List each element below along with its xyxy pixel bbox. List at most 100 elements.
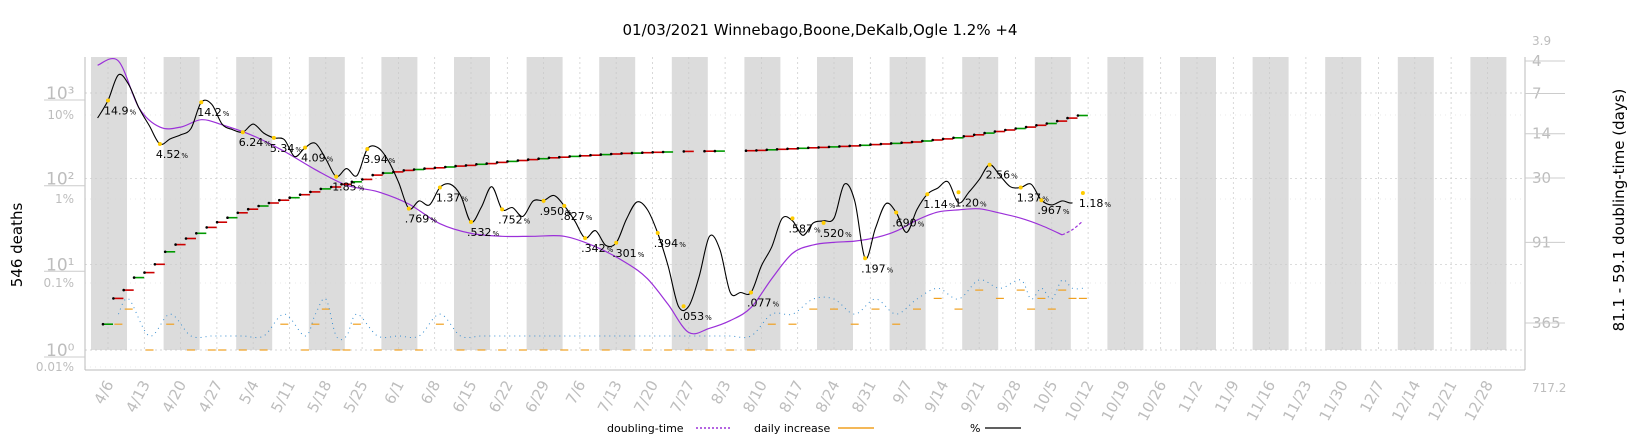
death-dot xyxy=(983,131,986,135)
percent-label: .827% xyxy=(560,210,593,223)
week-band xyxy=(671,57,708,350)
percent-point xyxy=(106,98,110,103)
percent-sign: % xyxy=(1042,196,1049,204)
week-band xyxy=(1107,57,1144,350)
percent-sign: % xyxy=(181,152,188,160)
x-tick-label: 6/15 xyxy=(449,377,481,415)
percent-point xyxy=(790,216,795,221)
week-bands xyxy=(91,57,1507,350)
right-axis-label: 81.1 - 59.1 doubling-time (days) xyxy=(1610,89,1628,332)
percent-label: .197% xyxy=(861,262,894,275)
x-tick-label: 6/1 xyxy=(381,377,408,407)
week-band xyxy=(1325,57,1362,350)
percent-label: 4.52% xyxy=(156,148,189,161)
grid-lines xyxy=(85,57,1525,368)
week-band xyxy=(889,57,926,350)
percent-sign: % xyxy=(1063,208,1070,216)
death-dot xyxy=(433,166,437,170)
death-dot xyxy=(444,165,447,169)
death-dot xyxy=(609,152,613,156)
death-dot xyxy=(641,151,644,154)
left-axis-label: 546 deaths xyxy=(8,203,26,288)
death-dot xyxy=(972,133,976,137)
percent-point xyxy=(406,206,411,211)
deaths-series xyxy=(101,114,1088,326)
percent-sign: % xyxy=(773,301,780,309)
x-tick-label: 11/30 xyxy=(1316,377,1352,424)
x-tick-label: 9/21 xyxy=(957,377,989,415)
x-tick-label: 6/22 xyxy=(485,377,517,415)
week-band xyxy=(526,57,563,350)
death-dot xyxy=(993,130,997,133)
percent-label: .053% xyxy=(680,310,713,323)
week-band xyxy=(91,57,127,350)
percent-sign: % xyxy=(295,146,302,154)
death-dot xyxy=(215,220,219,224)
percent-point xyxy=(500,207,505,212)
x-tick-label: 6/8 xyxy=(417,377,444,407)
death-dot xyxy=(485,162,489,165)
percent-label: 1.85% xyxy=(332,181,365,194)
week-band xyxy=(308,57,345,350)
week-band xyxy=(163,57,200,350)
death-dot xyxy=(858,144,862,147)
death-dot xyxy=(713,149,717,153)
death-dot xyxy=(900,141,903,144)
x-tick-label: 8/17 xyxy=(776,377,808,415)
x-tick-label: 12/28 xyxy=(1461,377,1497,424)
week-band xyxy=(744,57,781,350)
death-dot xyxy=(682,150,686,153)
x-tick-label: 5/25 xyxy=(340,377,372,415)
percent-sign: % xyxy=(638,251,645,259)
x-tick-label: 8/10 xyxy=(739,377,771,415)
percent-sign: % xyxy=(1011,173,1018,181)
death-dot xyxy=(464,164,468,167)
y-percent-tick-labels: 10% 1% 0.1% 0.01% xyxy=(36,108,74,374)
y-pct-tick-label: 1% xyxy=(55,192,74,206)
death-dot xyxy=(309,190,312,194)
death-dot xyxy=(755,149,758,152)
x-tick-label: 11/23 xyxy=(1279,377,1315,424)
percent-label: 4.09% xyxy=(301,152,334,165)
death-dot xyxy=(381,171,385,175)
death-dot xyxy=(921,139,924,143)
legend-daily-label: daily increase xyxy=(754,422,830,435)
percent-label: .301% xyxy=(612,247,645,260)
death-dot xyxy=(537,157,540,160)
death-dot xyxy=(475,163,478,166)
x-tick-label: 12/21 xyxy=(1424,377,1460,424)
percent-label: 14.2% xyxy=(197,106,230,119)
percent-sign: % xyxy=(845,231,852,239)
legend-doubling-label: doubling-time xyxy=(607,422,684,435)
percent-point xyxy=(271,135,276,140)
death-dot xyxy=(278,198,281,202)
percent-point xyxy=(956,190,961,195)
percent-point xyxy=(894,210,899,215)
percent-point xyxy=(437,185,442,190)
death-dot xyxy=(257,204,260,208)
death-dot xyxy=(267,201,271,205)
x-tick-label: 7/20 xyxy=(630,377,662,415)
percent-label: 1.20% xyxy=(955,196,988,209)
death-dot xyxy=(620,152,623,155)
x-tick-label: 12/14 xyxy=(1388,377,1424,424)
death-dot xyxy=(910,140,914,144)
death-dot xyxy=(205,226,208,229)
week-band xyxy=(817,57,853,350)
percent-label: .752% xyxy=(498,213,530,226)
percent-label: .950% xyxy=(540,205,573,218)
x-tick-label: 5/4 xyxy=(236,377,263,407)
percent-point xyxy=(1080,191,1085,195)
percent-sign: % xyxy=(223,110,230,118)
death-dot xyxy=(952,136,955,140)
death-dot xyxy=(112,297,115,300)
death-dot xyxy=(599,153,603,156)
y-left-tick-label: 10¹ xyxy=(46,255,74,275)
y-right-tick-label: 3.9 xyxy=(1532,34,1551,48)
percent-sign: % xyxy=(524,217,531,225)
y-left-tick-labels: 10³ 10² 10¹ 10⁰ xyxy=(44,84,85,361)
percent-sign: % xyxy=(389,157,396,165)
percent-sign: % xyxy=(586,214,593,222)
death-dot xyxy=(516,159,520,162)
